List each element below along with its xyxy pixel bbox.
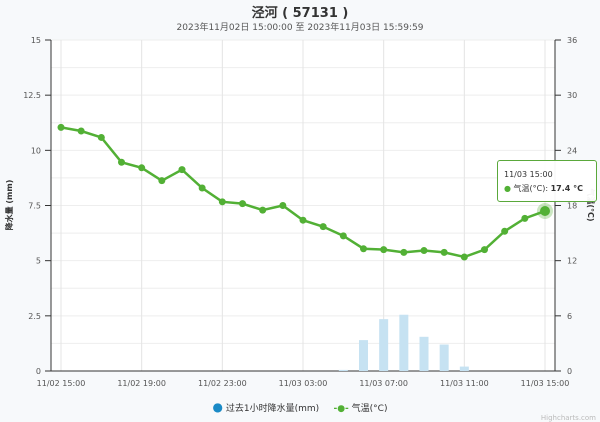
left-tick-label: 10 [31, 146, 41, 155]
precip-bar [419, 336, 429, 371]
temperature-point [299, 216, 307, 224]
temperature-point [158, 177, 166, 185]
temperature-point [360, 245, 367, 253]
chart-subtitle: 2023年11月02日 15:00:00 至 2023年11月03日 15:59… [176, 23, 424, 33]
precip-bar [379, 319, 389, 371]
circle-icon: ● [212, 400, 223, 414]
legend-item-temp[interactable]: -●- 气温(°C) [333, 404, 388, 414]
precip-bar [399, 314, 409, 371]
temperature-point [279, 202, 287, 209]
line-marker-icon: -●- [333, 404, 349, 414]
right-tick-label: 12 [567, 257, 577, 266]
x-tick-label: 11/02 15:00 [37, 379, 86, 388]
tooltip-marker-icon: ● [504, 184, 511, 193]
temperature-point [400, 248, 408, 256]
temperature-point [218, 198, 226, 206]
tooltip-value: 17.4 °C [550, 184, 584, 193]
chart-title: 泾河 ( 57131 ) [251, 6, 349, 21]
precip-bar [338, 369, 348, 371]
temperature-point [259, 206, 267, 214]
right-tick-label: 30 [567, 91, 577, 100]
tooltip: 11/03 15:00 ● 气温(°C): 17.4 °C [497, 160, 597, 202]
left-tick-label: 5 [36, 257, 41, 266]
x-tick-label: 11/03 11:00 [440, 379, 489, 388]
temperature-point [440, 248, 448, 256]
temperature-point [339, 232, 347, 240]
right-axis-title: 气温(°C) [586, 187, 596, 221]
temperature-point [198, 184, 206, 192]
left-tick-label: 2.5 [28, 312, 41, 321]
precip-bar [439, 344, 449, 371]
temperature-point [481, 246, 488, 254]
right-tick-label: 18 [567, 202, 577, 211]
temperature-point [77, 127, 85, 135]
legend-item-precip[interactable]: ● 过去1小时降水量(mm) [212, 400, 320, 414]
temperature-point [138, 164, 146, 172]
tooltip-label: 气温(°C): [513, 184, 549, 193]
temperature-point [57, 123, 65, 131]
left-axis-title: 降水量 (mm) [4, 180, 14, 231]
precip-bar [359, 340, 368, 371]
credits-link[interactable]: Highcharts.com [540, 414, 596, 422]
right-tick-label: 0 [567, 367, 572, 376]
temperature-point [521, 214, 529, 222]
temperature-point [178, 166, 186, 174]
tooltip-time: 11/03 15:00 [504, 170, 553, 179]
x-tick-label: 11/02 19:00 [117, 379, 166, 388]
left-tick-label: 12.5 [23, 91, 41, 100]
temperature-point [239, 200, 246, 208]
x-tick-label: 11/02 23:00 [198, 379, 247, 388]
temperature-point [380, 246, 388, 254]
temperature-point [420, 247, 428, 255]
right-tick-label: 36 [567, 36, 577, 45]
temperature-point [460, 253, 468, 261]
temperature-point [319, 223, 327, 231]
legend: ● 过去1小时降水量(mm) -●- 气温(°C) [0, 400, 600, 414]
x-tick-label: 11/03 07:00 [359, 379, 408, 388]
right-tick-label: 24 [567, 146, 577, 155]
x-tick-label: 11/03 15:00 [521, 379, 570, 388]
left-tick-label: 15 [31, 36, 41, 45]
temperature-point [540, 206, 550, 217]
x-tick-label: 11/03 03:00 [279, 379, 328, 388]
temperature-point [97, 133, 105, 141]
temperature-point [501, 227, 509, 235]
precip-bar [459, 366, 469, 371]
temperature-point [118, 158, 125, 166]
left-tick-label: 0 [36, 367, 41, 376]
left-tick-label: 7.5 [28, 202, 41, 211]
right-tick-label: 6 [567, 312, 572, 321]
